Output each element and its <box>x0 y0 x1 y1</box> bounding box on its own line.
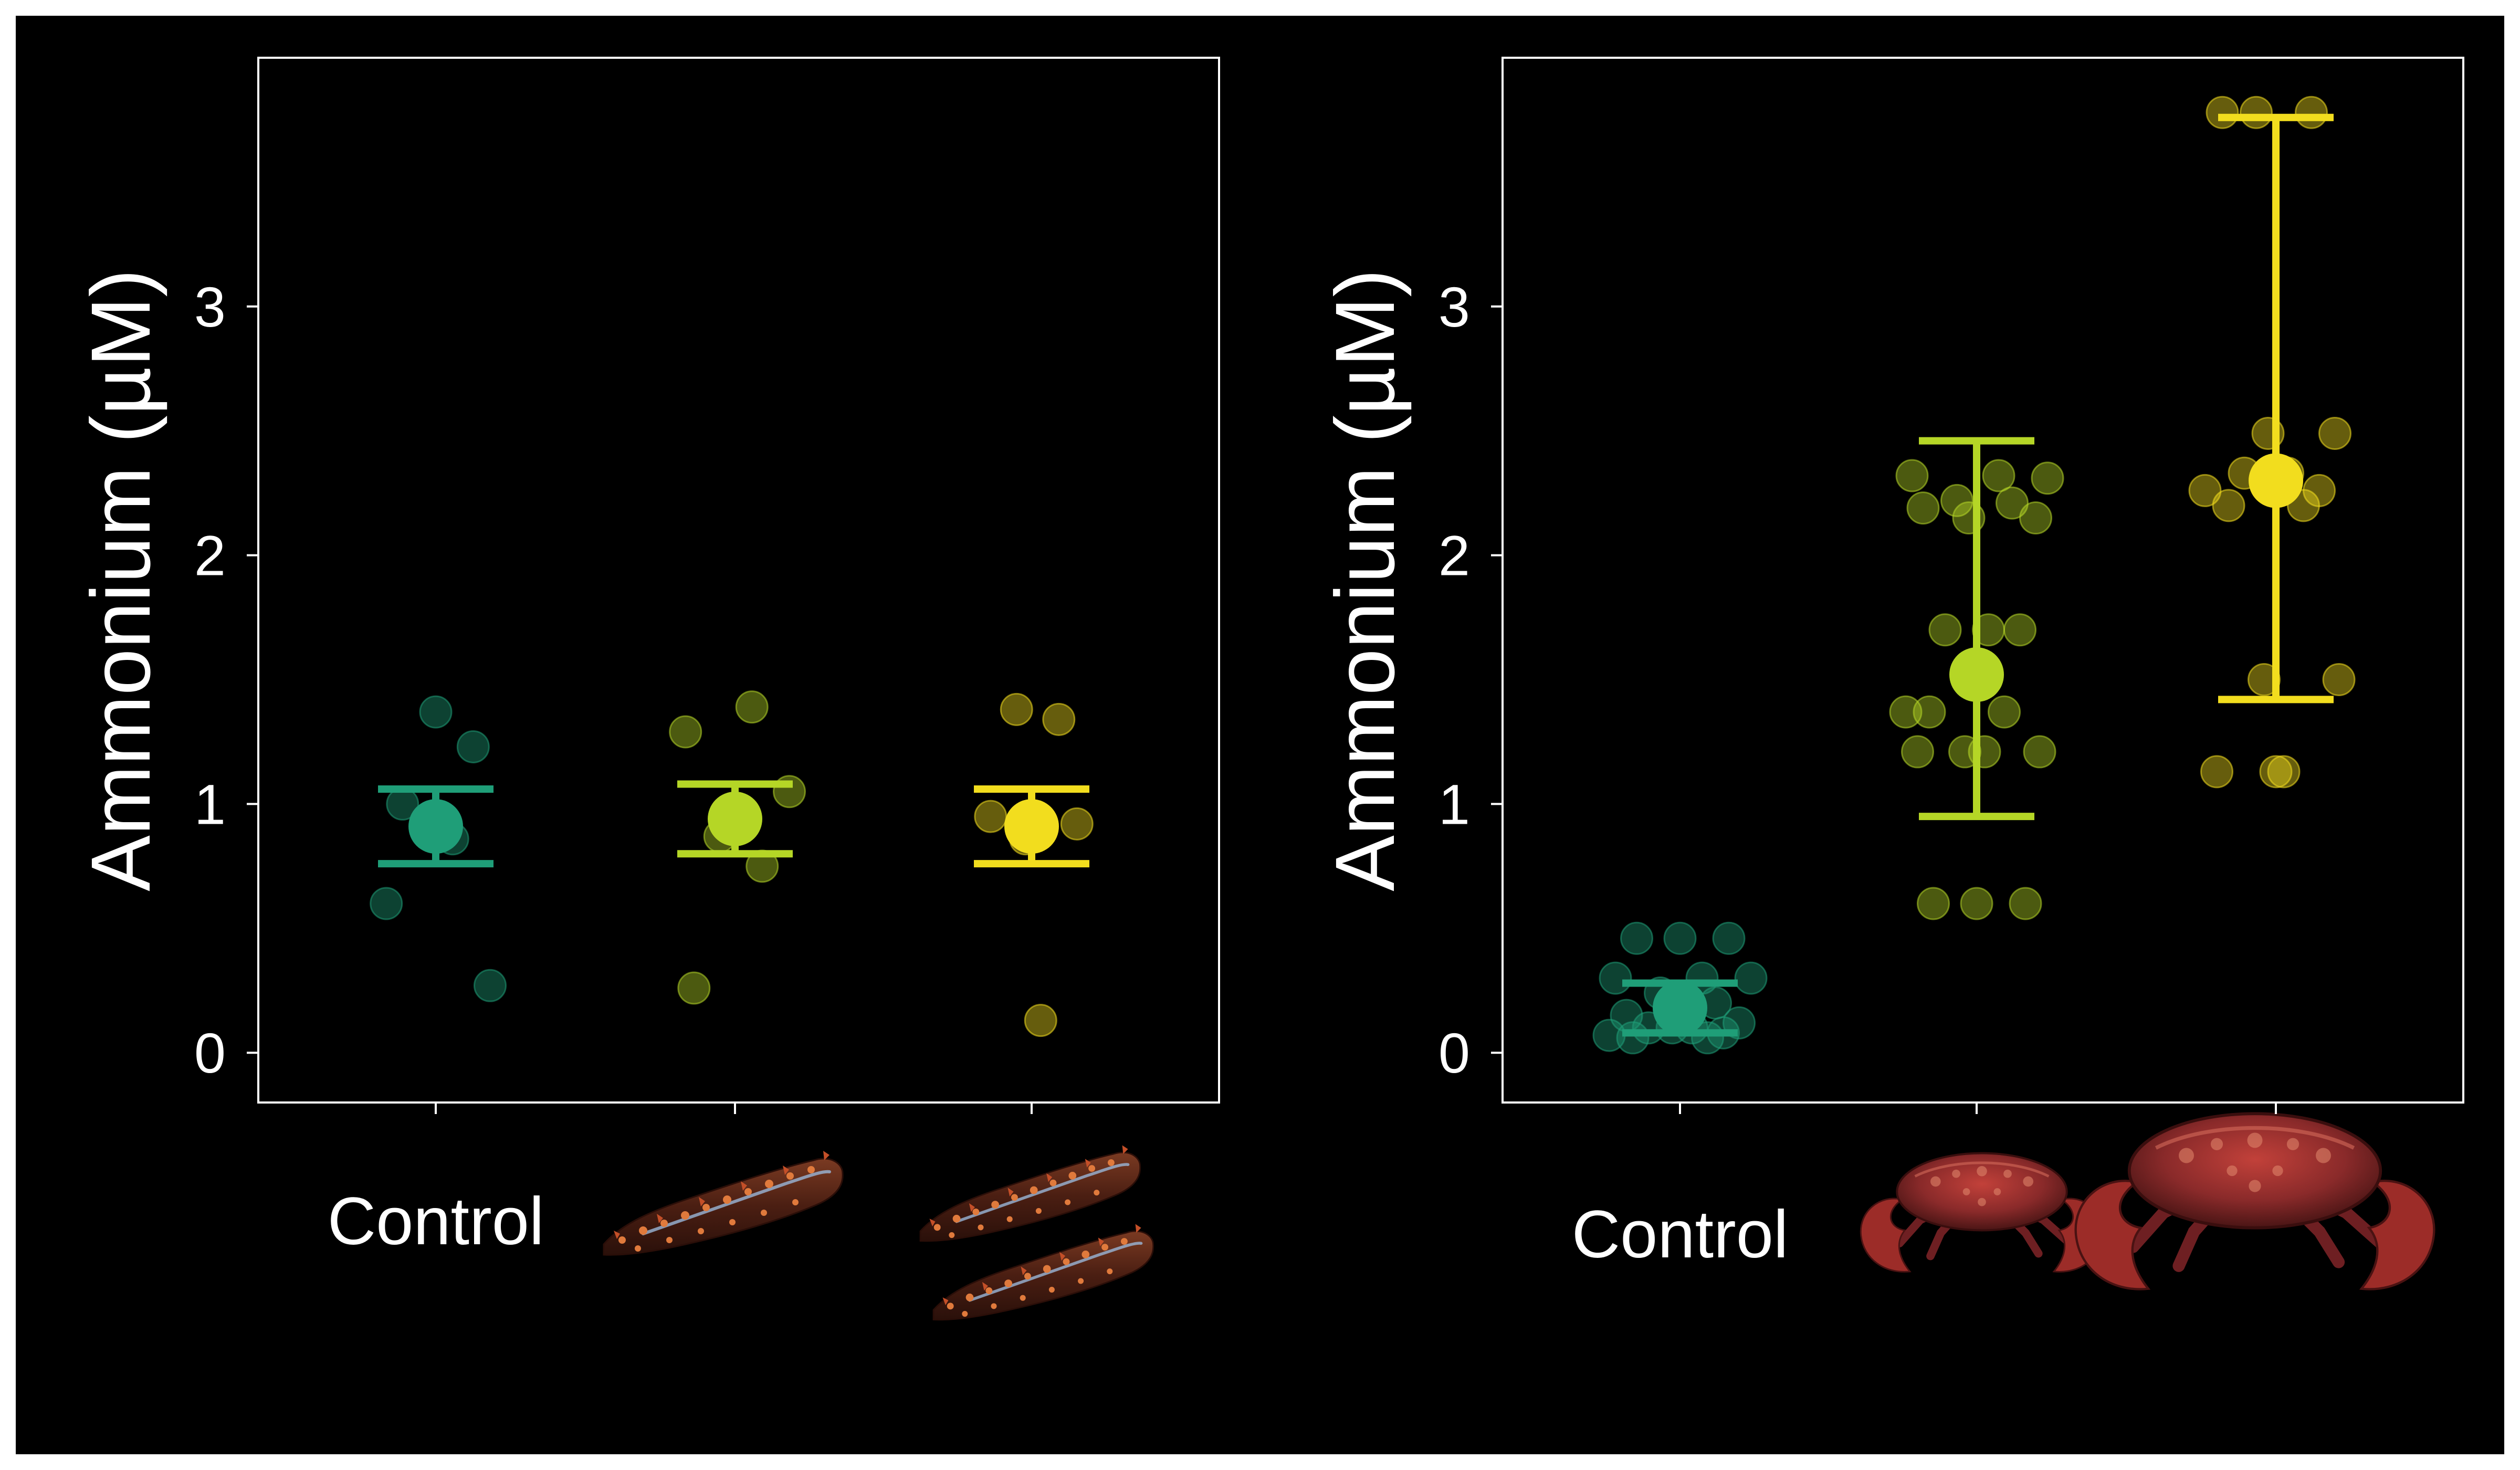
data-point <box>1988 695 2021 729</box>
data-point <box>2031 461 2064 495</box>
left-x-label-control: Control <box>328 1184 544 1259</box>
data-point <box>1917 887 1950 920</box>
mean-point <box>1653 980 1707 1035</box>
data-point <box>1996 486 2029 520</box>
mean-point <box>1004 799 1059 854</box>
data-point <box>2295 96 2328 129</box>
data-point <box>1620 921 1653 955</box>
data-point <box>1000 692 1033 726</box>
small-crab-icon <box>1861 1153 2103 1272</box>
left-plot-frame <box>257 57 1220 1104</box>
left-y-axis-label: Ammonium (µM) <box>74 269 167 891</box>
sea-cucumber-icon <box>604 1151 843 1255</box>
data-point <box>1024 1004 1057 1037</box>
data-point <box>1960 887 1993 920</box>
data-point <box>2212 489 2245 522</box>
data-point <box>2240 96 2273 129</box>
data-point <box>2322 663 2356 697</box>
data-point <box>1906 491 1940 525</box>
data-point <box>669 715 702 749</box>
data-point <box>1928 613 1962 647</box>
data-point <box>2267 755 2301 789</box>
data-point <box>456 730 490 763</box>
mean-point <box>708 791 762 846</box>
y-tick-label: 1 <box>1438 772 1470 836</box>
data-point <box>974 800 1007 833</box>
data-point <box>474 969 507 1002</box>
data-point <box>2009 887 2042 920</box>
data-point <box>1889 695 1923 729</box>
data-point <box>735 690 769 724</box>
data-point <box>1060 807 1094 841</box>
data-point <box>2019 501 2052 535</box>
data-point <box>2003 613 2036 647</box>
mean-point <box>2249 453 2303 508</box>
data-point <box>370 887 403 920</box>
y-tick-label: 0 <box>1438 1021 1470 1085</box>
right-plot-frame <box>1502 57 2464 1104</box>
data-point <box>1948 735 1981 769</box>
data-point <box>419 695 453 729</box>
y-tick-label: 2 <box>1438 524 1470 587</box>
y-tick-label: 1 <box>194 772 226 836</box>
data-point <box>1663 921 1697 955</box>
data-point <box>1616 1021 1650 1055</box>
data-point <box>677 971 711 1005</box>
data-point <box>1982 459 2015 492</box>
data-point <box>2188 474 2222 507</box>
large-crab-icon <box>2076 1114 2434 1289</box>
data-point <box>1895 459 1929 492</box>
two-sea-cucumbers-icon <box>920 1145 1153 1319</box>
y-tick-label: 0 <box>194 1021 226 1085</box>
data-point <box>1599 961 1632 995</box>
mean-point <box>1949 647 2004 702</box>
data-point <box>2023 735 2056 769</box>
data-point <box>1940 484 1973 517</box>
data-point <box>1042 702 1076 736</box>
mean-point <box>408 799 463 854</box>
right-x-label-control: Control <box>1572 1197 1789 1272</box>
data-point <box>2206 96 2239 129</box>
data-point <box>1734 961 1768 995</box>
ammonium-scatter-charts: Ammonium (µM) Ammonium (µM) Control Cont… <box>74 57 2464 1454</box>
right-y-axis-label: Ammonium (µM) <box>1318 269 1412 891</box>
y-tick-label: 2 <box>194 524 226 587</box>
figure-background: Ammonium (µM) Ammonium (µM) Control Cont… <box>16 16 2504 1454</box>
data-point <box>2259 755 2293 789</box>
data-point <box>2248 663 2281 697</box>
data-point <box>1901 735 1934 769</box>
data-point <box>1712 921 1746 955</box>
data-point <box>1913 695 1946 729</box>
data-point <box>2200 755 2233 789</box>
y-tick-label: 3 <box>194 275 226 339</box>
y-tick-label: 3 <box>1438 275 1470 339</box>
data-point <box>2318 416 2351 450</box>
